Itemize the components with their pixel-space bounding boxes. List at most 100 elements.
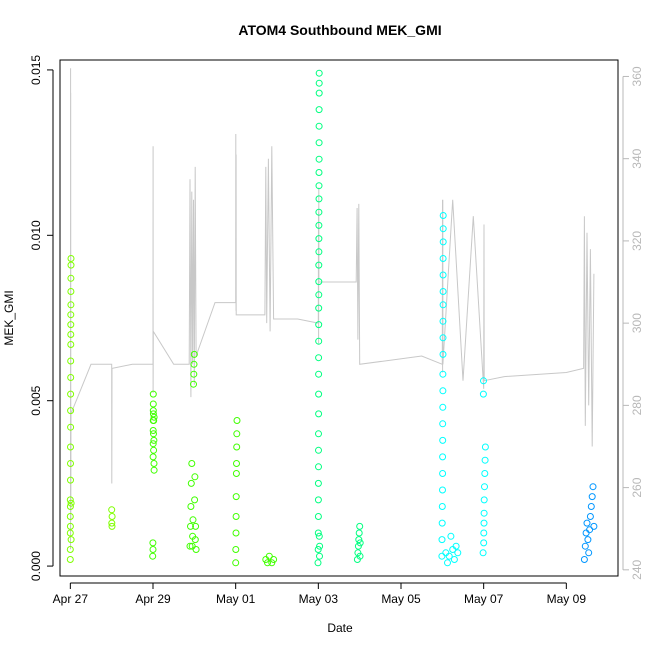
data-point [581, 542, 589, 550]
data-point [150, 413, 158, 421]
data-point [439, 370, 447, 378]
data-point [314, 496, 322, 504]
data-point [438, 519, 446, 527]
data-point [480, 509, 488, 517]
data-point [190, 370, 198, 378]
data-point [316, 542, 324, 550]
data-point [67, 443, 74, 451]
data-point [480, 539, 488, 547]
data-point [150, 417, 158, 424]
data-point [150, 436, 158, 444]
data-point [67, 407, 75, 415]
data-point [438, 536, 446, 544]
data-point [108, 506, 116, 514]
data-point [233, 460, 240, 467]
y2-tick-label: 300 [630, 313, 644, 333]
data-point [586, 513, 594, 520]
data-point [315, 261, 323, 269]
secondary-line-layer [70, 68, 595, 550]
data-point [315, 370, 323, 378]
data-point [439, 334, 447, 342]
data-point [588, 493, 596, 501]
secondary-series-line [70, 68, 595, 550]
data-point [315, 106, 323, 114]
data-point [481, 456, 489, 464]
data-point [66, 529, 74, 537]
data-point [191, 496, 199, 504]
data-point [481, 483, 488, 491]
data-point [149, 453, 157, 461]
data-point [580, 556, 588, 563]
data-point [356, 539, 364, 547]
x-tick-label: May 07 [464, 592, 504, 606]
data-point [583, 519, 591, 527]
data-point [150, 466, 158, 474]
data-point [438, 503, 446, 510]
y2-tick-label: 260 [630, 477, 644, 497]
data-point [315, 169, 323, 176]
data-point [354, 549, 362, 557]
data-point [66, 546, 74, 553]
data-point [316, 552, 323, 560]
x-tick-label: Apr 29 [135, 592, 171, 606]
data-point [480, 519, 488, 527]
data-point [354, 542, 362, 550]
data-point [265, 552, 273, 560]
data-point [447, 532, 455, 540]
data-point [315, 446, 322, 454]
y-tick-label: 0.010 [29, 220, 43, 250]
data-point [439, 420, 447, 428]
data-point [355, 529, 363, 537]
data-point [480, 496, 488, 504]
data-point [314, 513, 322, 520]
data-point [589, 483, 597, 491]
data-point [585, 549, 593, 557]
data-point [149, 539, 157, 547]
data-point [232, 529, 240, 537]
data-point [315, 354, 323, 362]
series-1 [149, 350, 278, 567]
data-point [439, 317, 447, 325]
data-point [315, 235, 323, 243]
data-point [586, 526, 594, 534]
data-point [108, 513, 116, 520]
data-point [191, 536, 199, 544]
y2-tick-label: 240 [630, 560, 644, 580]
data-point [587, 503, 595, 510]
data-point [315, 221, 323, 229]
data-point [315, 182, 323, 190]
data-point [439, 238, 447, 246]
data-point [355, 536, 363, 544]
data-point [315, 337, 323, 345]
data-point [590, 522, 598, 530]
data-point [315, 304, 323, 312]
data-point [439, 350, 447, 358]
y-axis-label: MEK_GMI [2, 290, 16, 345]
data-point [190, 350, 198, 358]
data-point [186, 542, 194, 550]
data-point [439, 403, 447, 411]
y2-tick-label: 280 [630, 395, 644, 415]
data-point [480, 529, 488, 537]
data-point [232, 546, 240, 553]
data-point [315, 208, 323, 216]
data-point [67, 331, 75, 338]
data-point [450, 556, 458, 563]
data-point [315, 122, 323, 130]
data-point [268, 559, 276, 567]
data-point [191, 473, 199, 481]
data-point [315, 390, 323, 398]
data-point [67, 311, 75, 319]
data-point [67, 374, 75, 381]
data-point [192, 522, 200, 530]
data-point [67, 423, 75, 431]
chart-title: ATOM4 Southbound MEK_GMI [238, 22, 441, 38]
data-point [149, 427, 157, 434]
data-point [233, 430, 241, 438]
data-point [149, 440, 157, 448]
data-point [67, 536, 75, 544]
data-point [315, 463, 322, 471]
data-point [67, 460, 74, 467]
y2-tick-label: 360 [630, 66, 644, 86]
